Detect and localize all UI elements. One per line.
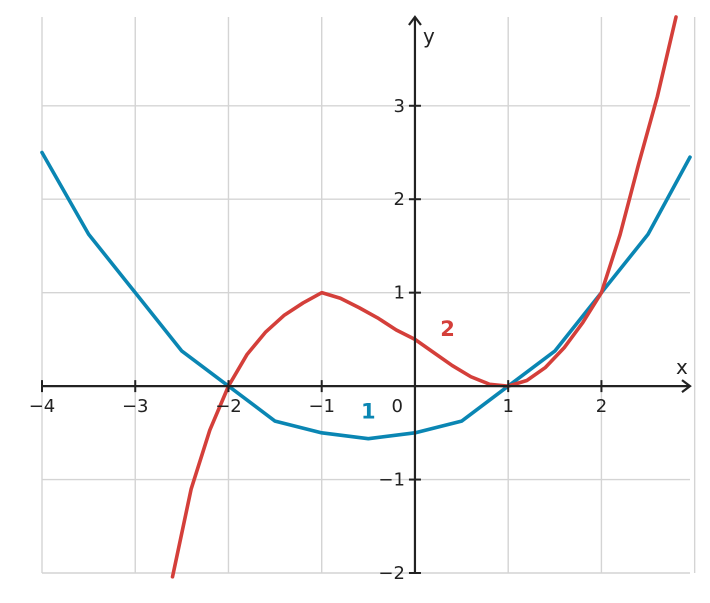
y-tick-label: 3: [393, 96, 404, 117]
series-2-curve: [170, 15, 678, 579]
grid: [41, 17, 696, 574]
series-1-label: 1: [361, 399, 376, 423]
y-tick-label: 2: [393, 189, 404, 210]
y-axis-arrow: [408, 15, 422, 26]
x-tick-label: 1: [502, 396, 513, 417]
origin-label: 0: [391, 396, 402, 417]
x-tick-label: −4: [29, 396, 56, 417]
x-tick-label: −2: [215, 396, 242, 417]
x-axis-label: x: [676, 355, 688, 379]
x-tick-label: −1: [308, 396, 335, 417]
x-axis-arrow: [681, 379, 692, 393]
x-tick-label: 2: [596, 396, 607, 417]
y-tick-label: −2: [378, 563, 405, 584]
y-tick-label: 1: [393, 283, 404, 304]
y-axis-label: y: [423, 24, 435, 48]
series-2-label: 2: [440, 317, 455, 341]
y-tick-label: −1: [378, 470, 405, 491]
curve-labels: 12: [361, 317, 455, 423]
curves: [40, 15, 692, 579]
axes: x y 0: [42, 15, 692, 573]
series-1-curve: [40, 150, 692, 441]
x-tick-label: −3: [122, 396, 149, 417]
